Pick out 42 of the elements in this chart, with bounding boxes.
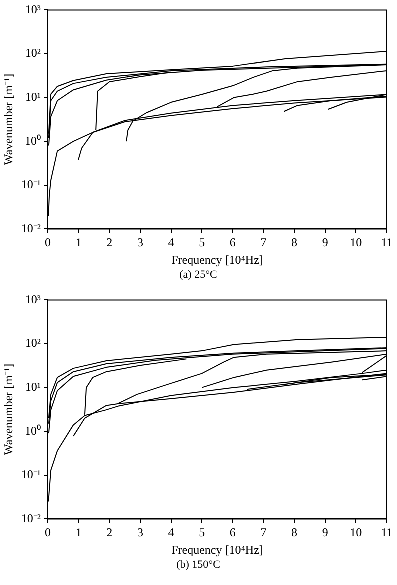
x-tick-label: 6	[230, 236, 236, 250]
x-tick-label: 5	[199, 236, 206, 250]
y-tick-label: 10⁻¹	[21, 468, 42, 482]
y-tick-label: 10²	[25, 46, 42, 60]
x-tick-label: 11	[381, 526, 393, 540]
x-tick-label: 5	[199, 526, 206, 540]
text: (b) 150°C	[176, 558, 222, 573]
x-tick-label: 1	[76, 526, 82, 540]
x-tick-label: 7	[260, 236, 267, 250]
x-tick-label: 0	[45, 236, 51, 250]
y-tick-label: 10¹	[25, 90, 42, 104]
y-tick-label: 10⁰	[25, 134, 41, 148]
x-tick-label: 10	[350, 236, 362, 250]
x-tick-label: 7	[260, 526, 267, 540]
x-tick-label: 3	[137, 526, 144, 540]
x-tick-label: 2	[106, 526, 113, 540]
x-tick-label: 9	[322, 526, 328, 540]
x-tick-label: 4	[168, 526, 174, 540]
y-tick-label: 10⁻¹	[21, 178, 42, 192]
y-tick-label: 10⁻²	[21, 511, 42, 526]
x-tick-label: 9	[322, 236, 328, 250]
x-tick-label: 10	[350, 526, 362, 540]
y-tick-label: 10⁰	[25, 424, 41, 438]
x-axis-title: Frequency [10⁴Hz]	[172, 542, 264, 557]
y-tick-label: 10²	[25, 336, 42, 350]
x-tick-label: 2	[106, 236, 113, 250]
text: (a) 25°C	[178, 268, 218, 283]
x-axis-title: Frequency [10⁴Hz]	[172, 252, 264, 267]
y-tick-label: 10³	[25, 292, 42, 306]
x-tick-label: 3	[137, 236, 144, 250]
x-tick-label: 11	[381, 236, 393, 250]
y-axis-title: Wavenumber [m⁻¹]	[1, 74, 16, 166]
x-tick-label: 4	[168, 236, 174, 250]
y-tick-label: 10³	[25, 2, 42, 16]
y-axis-title: Wavenumber [m⁻¹]	[1, 364, 16, 456]
x-tick-label: 6	[230, 526, 236, 540]
y-tick-label: 10¹	[25, 380, 42, 394]
x-tick-label: 8	[292, 526, 298, 540]
x-tick-label: 1	[76, 236, 82, 250]
x-tick-label: 8	[292, 236, 298, 250]
y-tick-label: 10⁻²	[21, 221, 42, 236]
x-tick-label: 0	[45, 526, 51, 540]
